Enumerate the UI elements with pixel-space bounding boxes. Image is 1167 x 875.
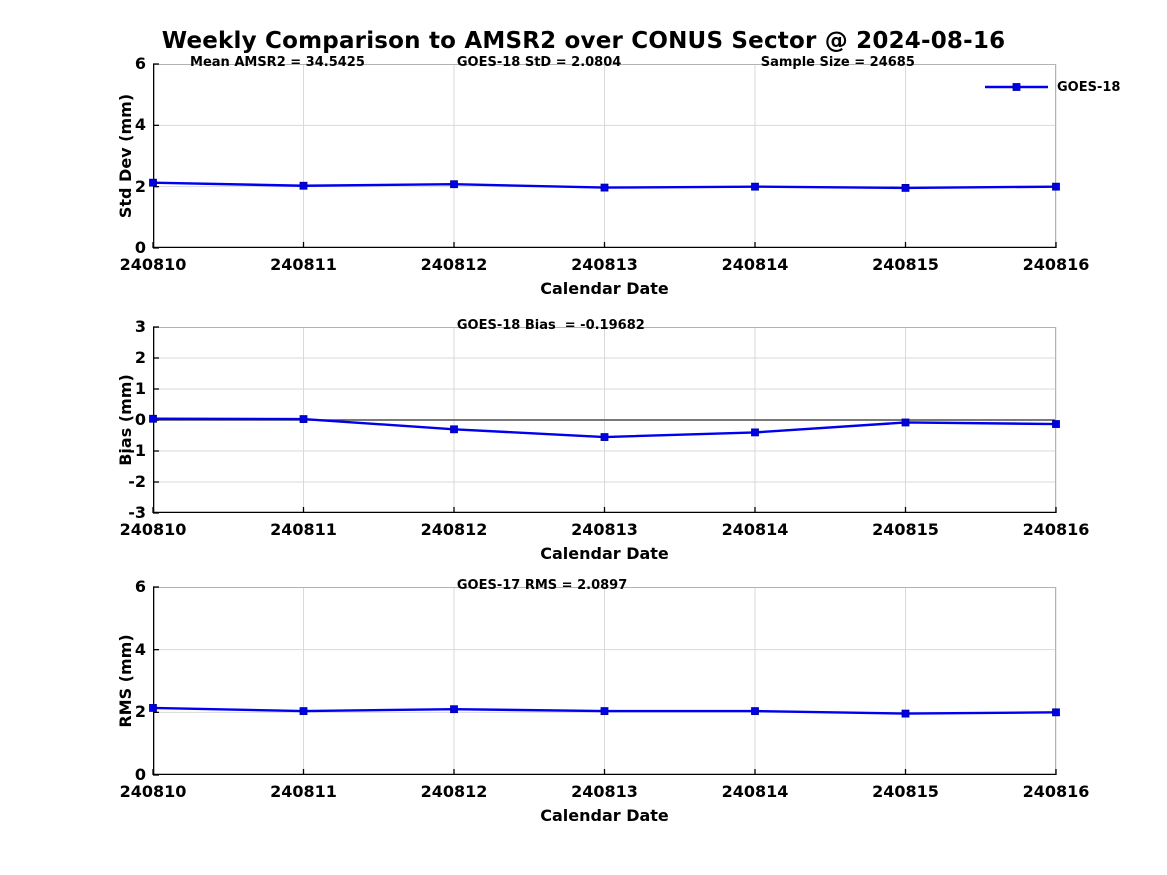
x-tick-label: 240814 (721, 782, 789, 801)
figure-title: Weekly Comparison to AMSR2 over CONUS Se… (161, 28, 1006, 54)
plot-area-rms (149, 586, 1060, 776)
x-tick-label: 240814 (721, 520, 789, 539)
y-tick-label: 2 (134, 348, 146, 367)
x-tick-label: 240810 (119, 255, 187, 274)
x-axis-label-bias: Calendar Date (540, 544, 669, 563)
data-point-marker (901, 418, 910, 427)
data-point-marker (1052, 420, 1060, 428)
data-point-marker (751, 182, 759, 191)
x-tick-label: 240810 (119, 782, 187, 801)
x-tick-label: 240814 (721, 255, 789, 274)
x-tick-label: 240810 (119, 520, 187, 539)
y-tick-label: 4 (134, 639, 146, 659)
data-point-marker (450, 705, 458, 714)
data-point-marker (751, 428, 759, 437)
data-point-marker (149, 414, 157, 423)
x-tick-label: 240815 (872, 255, 939, 274)
data-point-marker (149, 704, 157, 712)
x-axis-label-rms: Calendar Date (540, 806, 669, 825)
data-point-marker (299, 707, 308, 715)
x-tick-label: 240811 (270, 520, 337, 539)
y-tick-label: 2 (134, 702, 146, 722)
x-tick-label: 240812 (420, 520, 488, 539)
y-tick-label: 1 (134, 379, 146, 398)
x-tick-label: 240812 (420, 782, 488, 801)
x-tick-label: 240812 (420, 255, 488, 274)
y-tick-label: 2 (134, 176, 146, 196)
x-tick-label: 240811 (270, 782, 337, 801)
chart-annotation: GOES-17 RMS = 2.0897 (456, 578, 628, 593)
y-tick-label: 6 (134, 577, 146, 596)
y-tick-label: 0 (134, 238, 146, 257)
plot-area-bias (149, 326, 1060, 514)
data-point-marker (450, 425, 458, 434)
data-point-marker (600, 707, 609, 715)
data-point-marker (600, 183, 609, 192)
y-tick-label: 0 (134, 765, 146, 784)
data-point-marker (600, 433, 609, 441)
legend-label: GOES-18 (1057, 79, 1121, 95)
x-tick-label: 240813 (571, 520, 638, 539)
y-tick-label: 3 (134, 317, 146, 336)
x-tick-label: 240816 (1022, 520, 1090, 539)
y-tick-label: 0 (134, 410, 146, 429)
x-axis-label-std-dev: Calendar Date (540, 279, 669, 298)
data-point-marker (751, 707, 759, 715)
chart-annotation: Mean AMSR2 = 34.5425 (190, 55, 365, 70)
data-point-marker (450, 180, 458, 189)
chart-annotation: Sample Size = 24685 (760, 55, 915, 70)
x-tick-label: 240813 (571, 782, 638, 801)
data-point-marker (901, 709, 910, 718)
plot-area-std-dev (149, 63, 1060, 249)
y-tick-label: -2 (128, 472, 146, 491)
y-tick-label: -1 (128, 441, 146, 460)
data-point-marker (1052, 182, 1060, 191)
x-tick-label: 240811 (270, 255, 337, 274)
x-tick-label: 240813 (571, 255, 638, 274)
y-tick-label: -3 (128, 503, 146, 522)
y-tick-label: 6 (134, 54, 146, 73)
data-point-marker (149, 178, 157, 187)
data-point-marker (901, 183, 910, 192)
data-point-marker (1052, 708, 1060, 717)
chart-annotation: GOES-18 Bias = -0.19682 (456, 318, 645, 333)
x-tick-label: 240815 (872, 782, 939, 801)
y-tick-label: 4 (134, 115, 146, 135)
chart-annotation: GOES-18 StD = 2.0804 (456, 55, 622, 70)
data-point-marker (299, 415, 308, 423)
x-tick-label: 240816 (1022, 782, 1090, 801)
x-tick-label: 240816 (1022, 255, 1090, 274)
x-tick-label: 240815 (872, 520, 939, 539)
data-point-marker (299, 181, 308, 190)
legend: GOES-18 (985, 79, 1120, 95)
legend-line-marker-icon (985, 83, 1048, 91)
